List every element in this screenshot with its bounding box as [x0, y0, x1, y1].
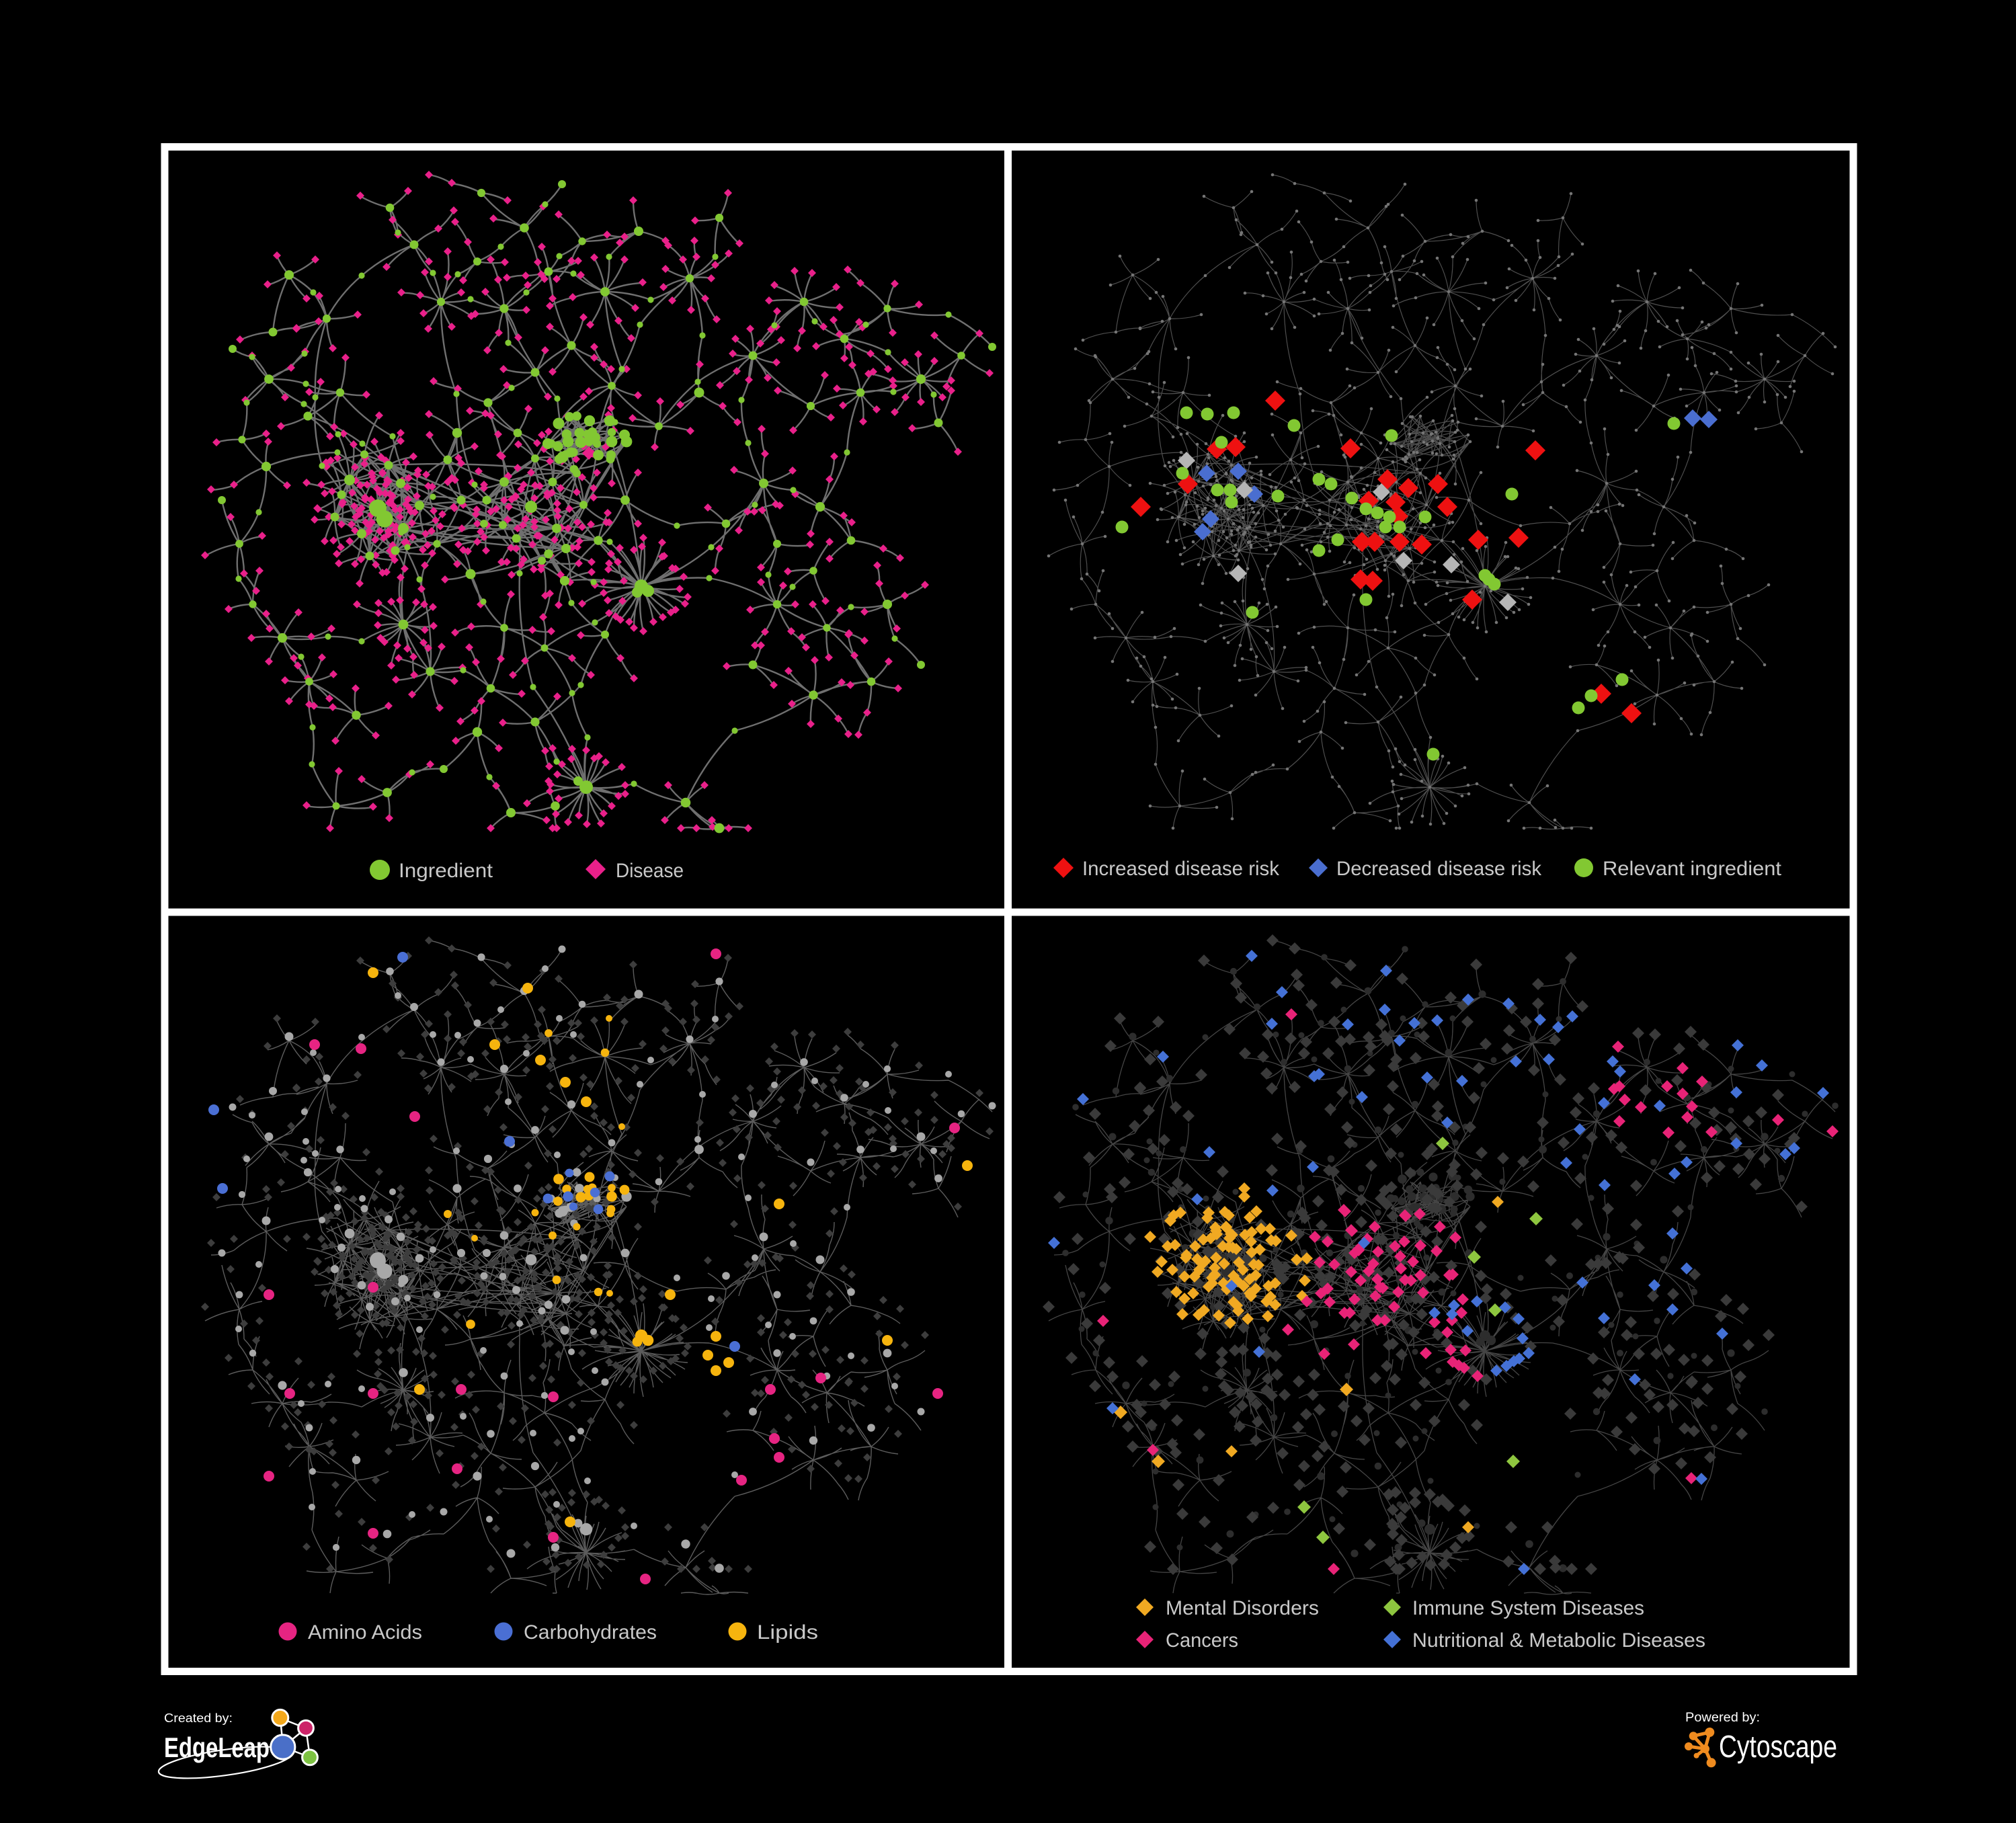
svg-text:Created by:: Created by: [164, 1711, 233, 1725]
svg-text:Cancers: Cancers [1166, 1629, 1238, 1652]
svg-text:Disease: Disease [616, 860, 684, 882]
svg-text:Carbohydrates: Carbohydrates [524, 1621, 657, 1644]
svg-text:Relevant ingredient: Relevant ingredient [1603, 858, 1782, 880]
svg-text:Increased disease risk: Increased disease risk [1082, 858, 1280, 880]
svg-text:Amino Acids: Amino Acids [308, 1621, 422, 1644]
svg-text:Powered by:: Powered by: [1685, 1711, 1760, 1725]
svg-text:Ingredient: Ingredient [399, 860, 493, 882]
svg-text:Lipids: Lipids [757, 1621, 818, 1644]
svg-text:Mental Disorders: Mental Disorders [1166, 1597, 1319, 1619]
svg-text:Nutritional & Metabolic Diseas: Nutritional & Metabolic Diseases [1412, 1629, 1705, 1652]
svg-text:Decreased disease risk: Decreased disease risk [1336, 858, 1542, 880]
svg-text:Immune System Diseases: Immune System Diseases [1412, 1597, 1644, 1619]
svg-text:Cytoscape: Cytoscape [1719, 1729, 1837, 1764]
